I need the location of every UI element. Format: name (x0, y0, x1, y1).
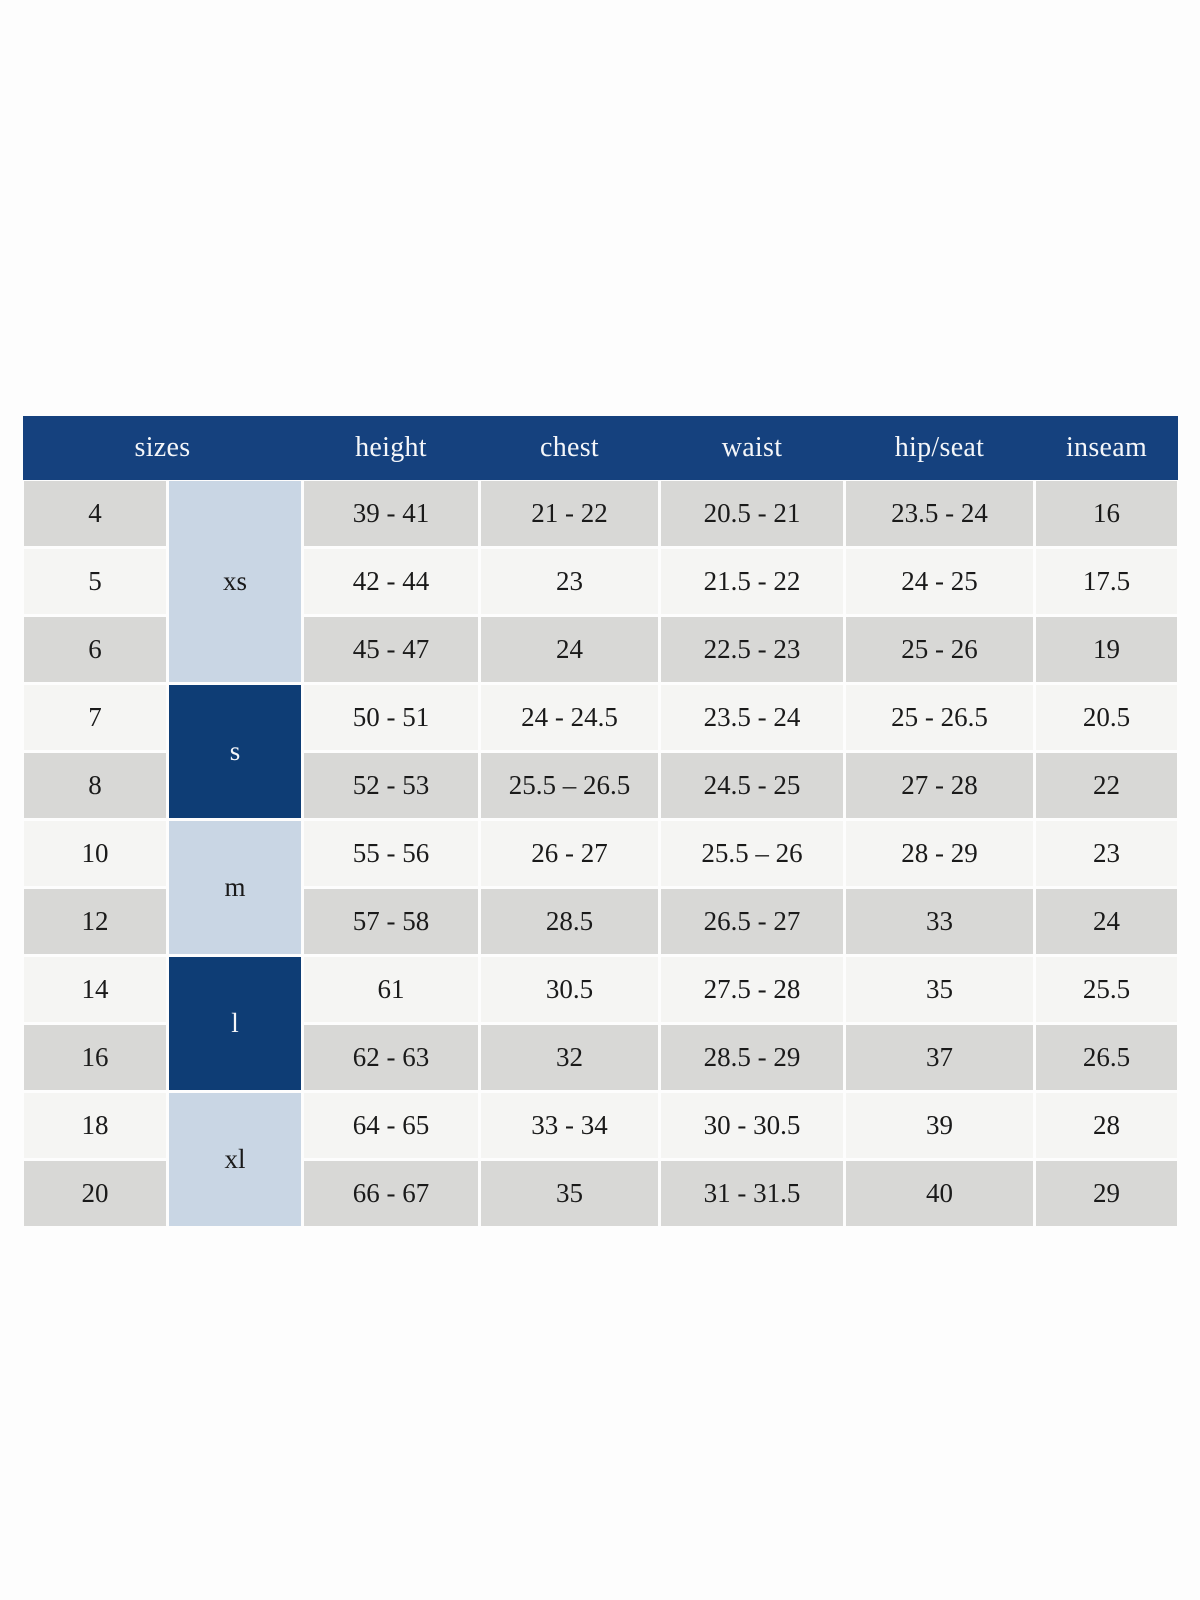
value-cell-waist: 27.5 - 28 (661, 957, 843, 1022)
size-cell: 12 (24, 889, 166, 954)
value-cell-chest: 24 (481, 617, 658, 682)
size-cell: 18 (24, 1093, 166, 1158)
value-cell-height: 57 - 58 (304, 889, 478, 954)
header-cell-chest: chest (539, 431, 600, 463)
value-cell-chest: 30.5 (481, 957, 658, 1022)
value-cell-height: 45 - 47 (304, 617, 478, 682)
value-cell-chest: 33 - 34 (481, 1093, 658, 1158)
value-cell-height: 61 (304, 957, 478, 1022)
value-cell-chest: 26 - 27 (481, 821, 658, 886)
header-cell-hip-seat: hip/seat (894, 431, 985, 463)
value-cell-height: 42 - 44 (304, 549, 478, 614)
value-cell-hip_seat: 24 - 25 (846, 549, 1033, 614)
value-cell-chest: 32 (481, 1025, 658, 1090)
value-cell-waist: 28.5 - 29 (661, 1025, 843, 1090)
value-cell-hip_seat: 28 - 29 (846, 821, 1033, 886)
group-cell-s: s (169, 685, 301, 818)
value-cell-waist: 21.5 - 22 (661, 549, 843, 614)
value-cell-height: 66 - 67 (304, 1161, 478, 1226)
value-cell-inseam: 29 (1036, 1161, 1177, 1226)
value-cell-height: 50 - 51 (304, 685, 478, 750)
group-cell-l: l (169, 957, 301, 1090)
size-cell: 16 (24, 1025, 166, 1090)
value-cell-height: 39 - 41 (304, 481, 478, 546)
size-cell: 5 (24, 549, 166, 614)
value-cell-inseam: 24 (1036, 889, 1177, 954)
value-cell-chest: 24 - 24.5 (481, 685, 658, 750)
value-cell-inseam: 19 (1036, 617, 1177, 682)
size-cell: 6 (24, 617, 166, 682)
value-cell-hip_seat: 23.5 - 24 (846, 481, 1033, 546)
group-cell-xs: xs (169, 481, 301, 682)
value-cell-hip_seat: 25 - 26.5 (846, 685, 1033, 750)
size-cell: 8 (24, 753, 166, 818)
value-cell-inseam: 28 (1036, 1093, 1177, 1158)
size-cell: 7 (24, 685, 166, 750)
value-cell-hip_seat: 35 (846, 957, 1033, 1022)
value-cell-inseam: 25.5 (1036, 957, 1177, 1022)
header-cell-sizes: sizes (134, 431, 191, 463)
value-cell-waist: 31 - 31.5 (661, 1161, 843, 1226)
value-cell-waist: 26.5 - 27 (661, 889, 843, 954)
size-cell: 20 (24, 1161, 166, 1226)
value-cell-waist: 24.5 - 25 (661, 753, 843, 818)
value-cell-waist: 30 - 30.5 (661, 1093, 843, 1158)
header-cell-inseam: inseam (1065, 431, 1148, 463)
value-cell-inseam: 20.5 (1036, 685, 1177, 750)
value-cell-height: 62 - 63 (304, 1025, 478, 1090)
size-cell: 10 (24, 821, 166, 886)
value-cell-chest: 23 (481, 549, 658, 614)
value-cell-waist: 23.5 - 24 (661, 685, 843, 750)
value-cell-inseam: 26.5 (1036, 1025, 1177, 1090)
value-cell-hip_seat: 37 (846, 1025, 1033, 1090)
size-chart-table: sizes height chest waist hip/seat inseam xs s m l… (23, 416, 1178, 1226)
value-cell-waist: 22.5 - 23 (661, 617, 843, 682)
table-header-bar (23, 416, 1178, 480)
value-cell-inseam: 17.5 (1036, 549, 1177, 614)
value-cell-hip_seat: 39 (846, 1093, 1033, 1158)
header-cell-waist: waist (721, 431, 783, 463)
value-cell-inseam: 23 (1036, 821, 1177, 886)
value-cell-height: 64 - 65 (304, 1093, 478, 1158)
value-cell-hip_seat: 25 - 26 (846, 617, 1033, 682)
size-cell: 4 (24, 481, 166, 546)
header-cell-height: height (355, 431, 427, 463)
value-cell-chest: 25.5 – 26.5 (481, 753, 658, 818)
value-cell-waist: 25.5 – 26 (661, 821, 843, 886)
value-cell-inseam: 22 (1036, 753, 1177, 818)
value-cell-hip_seat: 27 - 28 (846, 753, 1033, 818)
group-cell-m: m (169, 821, 301, 954)
value-cell-waist: 20.5 - 21 (661, 481, 843, 546)
value-cell-chest: 21 - 22 (481, 481, 658, 546)
value-cell-height: 52 - 53 (304, 753, 478, 818)
value-cell-chest: 35 (481, 1161, 658, 1226)
size-cell: 14 (24, 957, 166, 1022)
value-cell-chest: 28.5 (481, 889, 658, 954)
value-cell-hip_seat: 40 (846, 1161, 1033, 1226)
value-cell-hip_seat: 33 (846, 889, 1033, 954)
value-cell-height: 55 - 56 (304, 821, 478, 886)
value-cell-inseam: 16 (1036, 481, 1177, 546)
group-cell-xl: xl (169, 1093, 301, 1226)
